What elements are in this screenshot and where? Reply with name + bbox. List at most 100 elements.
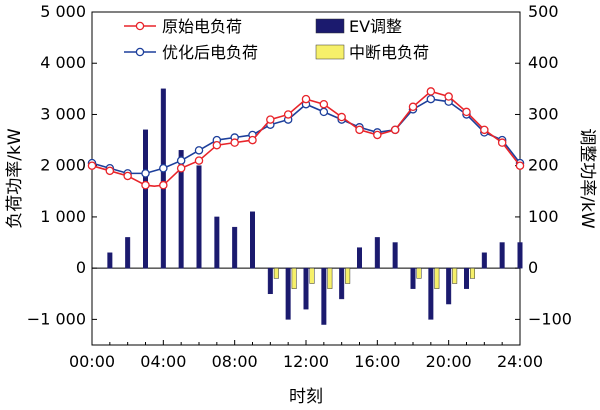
original-load-legend-label: 原始电负荷 [162, 17, 242, 36]
ev-adjust-bar [143, 129, 148, 269]
optimized-load-point [176, 156, 186, 165]
left-y-tick-label: 1 000 [40, 207, 86, 226]
original-load-point [515, 161, 525, 170]
lines-layer [87, 87, 525, 190]
x-tick-label: 24:00 [497, 352, 543, 371]
original-load-point [248, 135, 257, 145]
interrupt-load-bar [416, 267, 422, 279]
ev-adjust-bar [499, 242, 505, 269]
original-load-point [462, 107, 471, 117]
interrupt-load-legend-swatch [315, 44, 345, 60]
original-load-point [283, 110, 293, 119]
left-y-tick-label: 4 000 [40, 53, 86, 72]
original-load-point [390, 125, 400, 135]
x-tick-label: 20:00 [426, 352, 472, 371]
right-y-tick-label: 400 [528, 53, 559, 72]
interrupt-load-bar [291, 267, 297, 289]
original-load-point [212, 140, 222, 150]
optimized-load-legend-label: 优化后电负荷 [162, 43, 258, 62]
original-load-point [301, 94, 311, 104]
ev-adjust-bar [303, 267, 309, 310]
left-y-tick-label: 0 [76, 258, 86, 277]
ev-adjust-bar [267, 267, 273, 295]
ev-adjust-bar [410, 267, 416, 289]
interrupt-load-legend-label: 中断电负荷 [349, 43, 429, 62]
original-load-point [87, 161, 97, 170]
x-tick-label: 12:00 [283, 352, 329, 371]
interrupt-load-bar [327, 267, 333, 289]
ev-adjust-bar [285, 267, 291, 320]
ev-adjust-bar [339, 267, 345, 300]
ev-adjust-bar [160, 88, 166, 269]
ev-adjust-bar [428, 267, 434, 320]
original-load-point [497, 138, 507, 147]
axes-layer: 5 000 4 000 3 000 2 000 1 000 0 −1 000 500 400 30… [27, 2, 572, 371]
x-axis-title: 时刻 [289, 387, 323, 407]
optimized-load-point [319, 107, 329, 117]
x-tick-label: 08:00 [212, 352, 258, 371]
ev-adjust-bar [321, 267, 327, 325]
right-y-tick-label: 500 [528, 2, 559, 21]
interrupt-load-bar [452, 267, 458, 284]
bars-layer [107, 88, 523, 325]
ev-adjust-bar [125, 237, 131, 269]
interrupt-load-bar [345, 267, 351, 284]
optimized-load-point [159, 164, 168, 173]
right-y-tick-label: 100 [528, 207, 559, 226]
original-load-point [408, 102, 418, 112]
ev-adjust-bar [517, 242, 523, 269]
right-y-tick-label: 200 [528, 156, 559, 175]
ev-adjust-bar [392, 242, 398, 269]
x-tick-label: 04:00 [140, 352, 186, 371]
original-load-point [355, 125, 364, 135]
interrupt-load-bar [470, 267, 475, 279]
ev-adjust-bar [107, 252, 113, 269]
optimized-load-point [141, 169, 150, 178]
left-y-tick-label: 2 000 [40, 156, 86, 175]
interrupt-load-bar [273, 267, 279, 279]
original-load-point [159, 180, 168, 190]
original-load-point [105, 166, 115, 176]
original-load-point [426, 87, 436, 96]
original-load-legend-marker [135, 21, 145, 31]
original-load-point [319, 99, 329, 109]
original-load-point [230, 138, 239, 147]
optimized-load-line [91, 98, 521, 175]
ev-adjust-bar [178, 150, 184, 269]
original-load-point [266, 115, 275, 124]
left-y-axis-title: 负荷功率/kW [5, 128, 25, 229]
left-y-tick-label: 3 000 [40, 104, 86, 123]
ev-adjust-bar [374, 237, 380, 269]
right-y-tick-label: 300 [528, 104, 559, 123]
left-y-tick-label: −1 000 [27, 309, 86, 328]
original-load-point [194, 156, 204, 165]
original-load-point [337, 112, 346, 122]
right-y-tick-label: 0 [528, 258, 538, 277]
ev-adjust-bar [446, 267, 452, 305]
right-y-tick-label: −100 [528, 309, 572, 328]
optimized-load-legend-marker [135, 47, 145, 57]
ev-adjust-bar [481, 252, 487, 269]
original-load-point [141, 180, 150, 190]
original-load-point [373, 130, 382, 140]
interrupt-load-bar [434, 267, 440, 289]
ev-adjust-legend-swatch [315, 18, 345, 34]
ev-adjust-legend-label: EV调整 [349, 17, 402, 36]
ev-adjust-bar [357, 247, 362, 269]
original-load-point [123, 171, 132, 181]
original-load-point [176, 164, 186, 173]
optimized-load-point [426, 94, 436, 104]
ev-adjust-bar [214, 216, 220, 269]
left-y-tick-label: 5 000 [40, 2, 86, 21]
ev-adjust-bar [232, 226, 238, 269]
x-tick-label: 00:00 [69, 352, 115, 371]
right-y-axis-title: 调整功率/kW [577, 128, 597, 229]
ev-adjust-bar [250, 211, 255, 269]
ev-adjust-bar [196, 165, 202, 269]
optimized-load-point [194, 146, 204, 155]
original-load-point [480, 125, 489, 135]
ev-adjust-bar [464, 267, 469, 289]
